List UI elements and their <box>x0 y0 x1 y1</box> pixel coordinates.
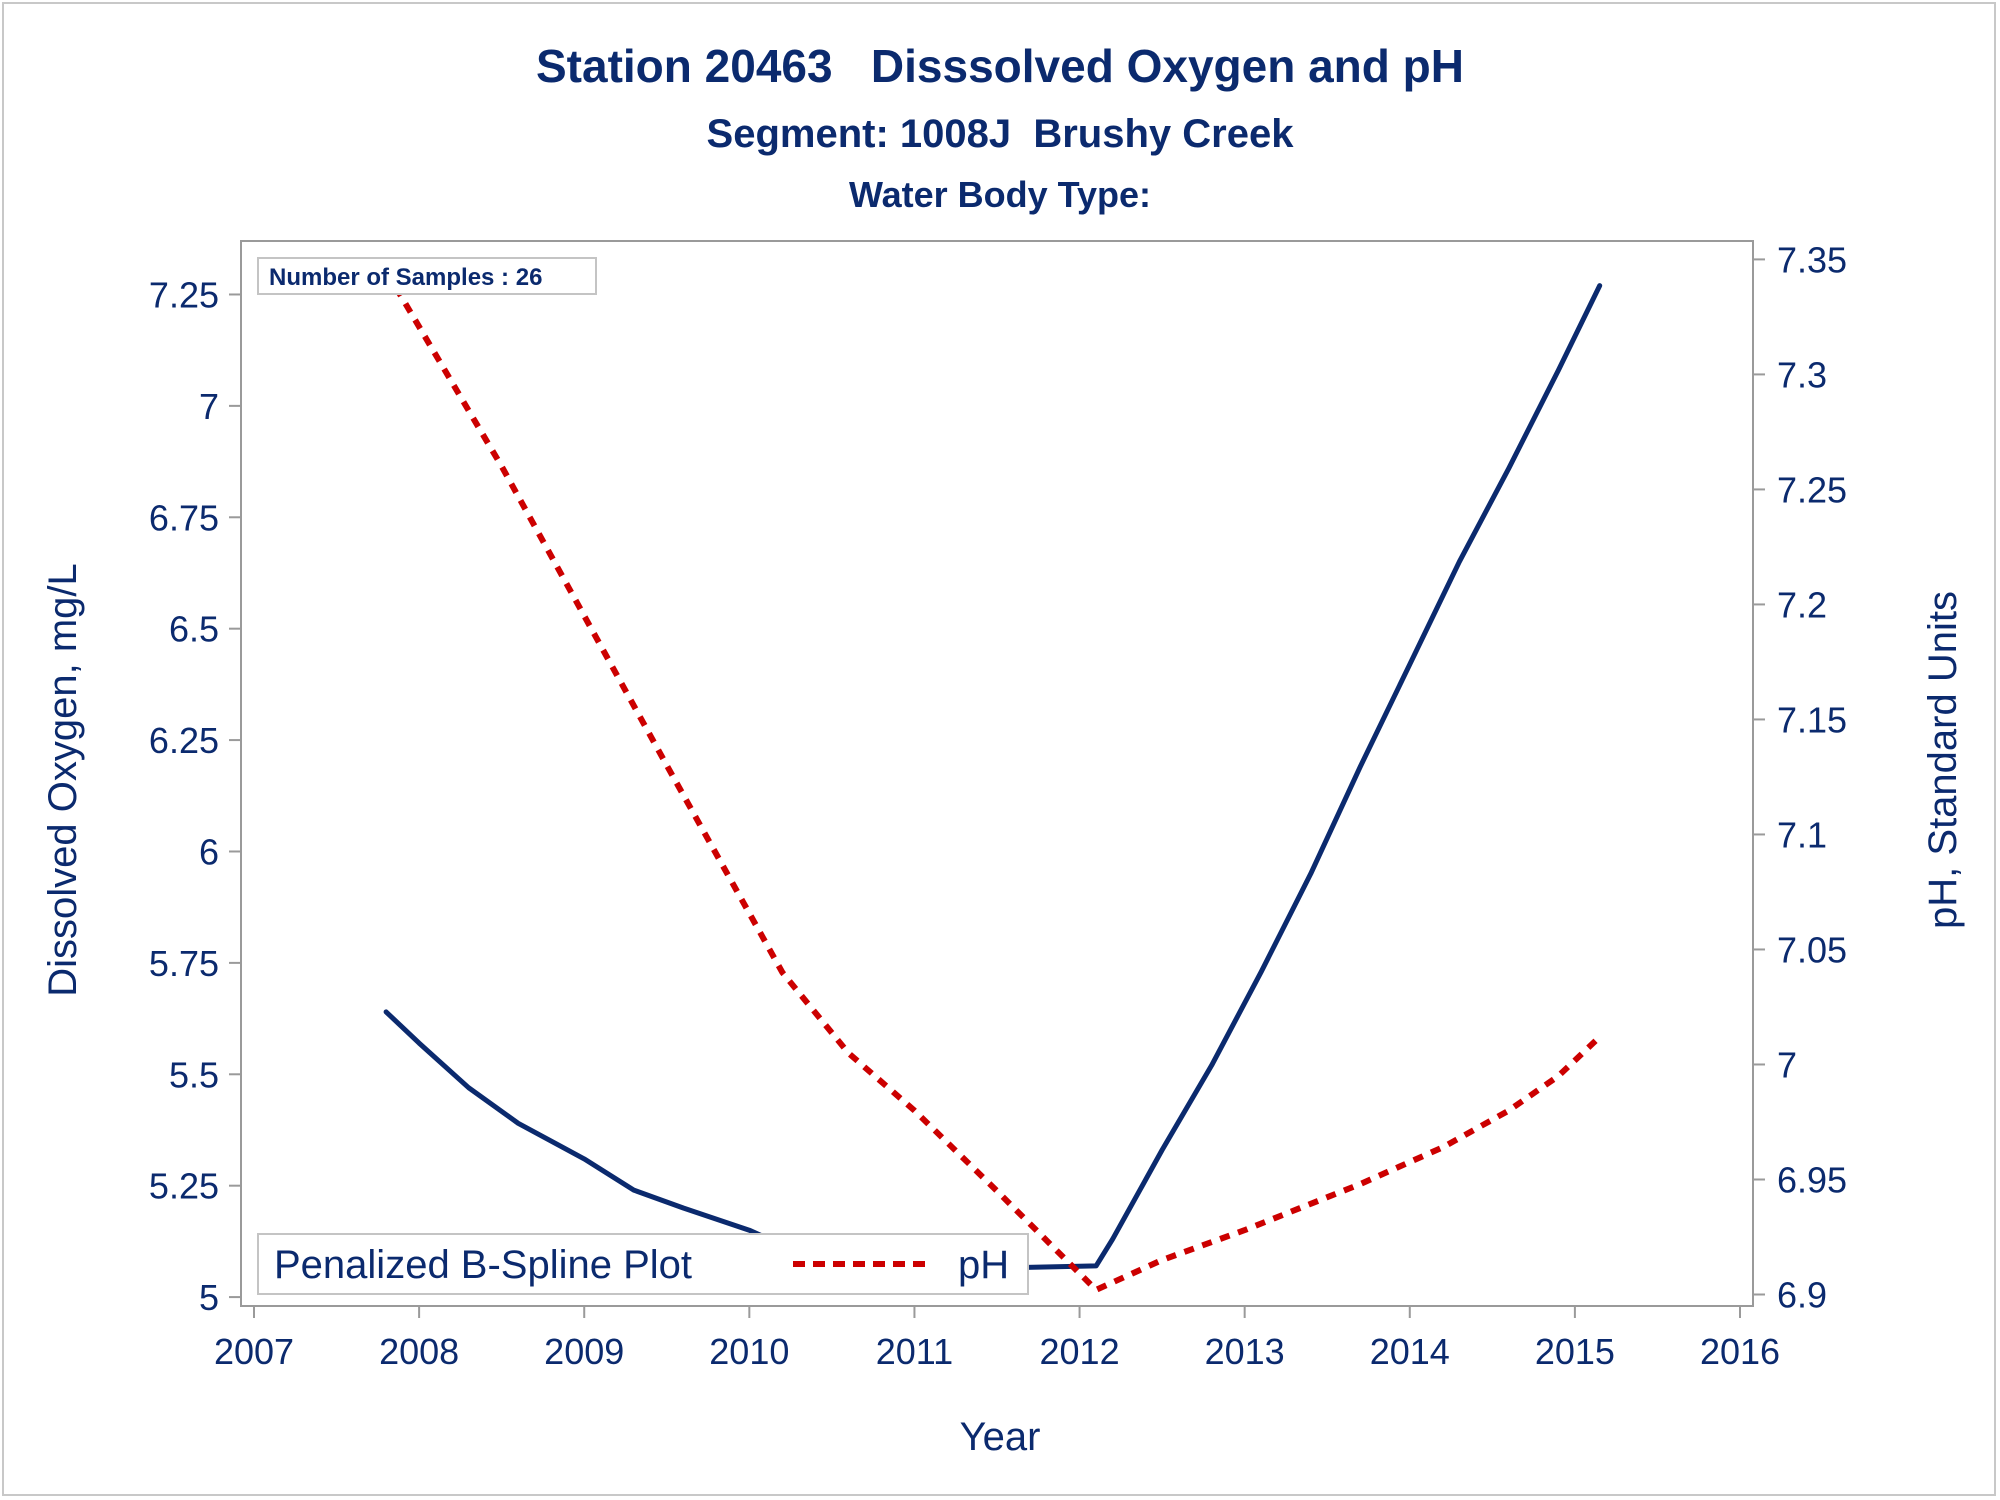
x-tick-label: 2007 <box>214 1331 294 1372</box>
y-tick-label: 5.75 <box>149 943 219 984</box>
y2-axis-label: pH, Standard Units <box>1921 591 1965 929</box>
y-tick-label: 5.5 <box>169 1054 219 1095</box>
series-layer <box>383 269 1603 1293</box>
x-tick-label: 2011 <box>876 1331 953 1372</box>
series-line-ph <box>383 269 1602 1293</box>
y-axis-label: Dissolved Oxygen, mg/L <box>41 563 85 997</box>
y2-tick-label: 6.95 <box>1777 1159 1847 1200</box>
x-axis: 2007 2008 2009 2010 2011 2012 2013 2014 2015 2016 <box>214 1306 1780 1372</box>
chart-title: Station 20463 Disssolved Oxygen and pH <box>536 40 1464 92</box>
legend-title: Penalized B-Spline Plot <box>274 1243 692 1287</box>
y2-tick-label: 7.1 <box>1777 814 1827 855</box>
sample-count-text: Number of Samples : 26 <box>269 264 542 291</box>
plot-area <box>240 240 1754 1307</box>
y-tick-label: 5 <box>199 1277 219 1318</box>
y-axis-left: 5 5.25 5.5 5.75 6 6.25 6.5 6.75 7 7.25 <box>149 274 241 1318</box>
x-tick-label: 2014 <box>1370 1331 1450 1372</box>
y2-tick-label: 7 <box>1777 1044 1797 1085</box>
y-tick-label: 6 <box>199 831 219 872</box>
y-tick-label: 6.25 <box>149 720 219 761</box>
y-tick-label: 7 <box>199 386 219 427</box>
x-tick-label: 2008 <box>379 1331 459 1372</box>
x-tick-label: 2013 <box>1205 1331 1285 1372</box>
y-tick-label: 6.5 <box>169 609 219 650</box>
y2-tick-label: 7.15 <box>1777 699 1847 740</box>
y-tick-label: 7.25 <box>149 274 219 315</box>
y2-tick-label: 7.3 <box>1777 354 1827 395</box>
y2-tick-label: 7.35 <box>1777 239 1847 280</box>
x-tick-label: 2012 <box>1040 1331 1120 1372</box>
y2-tick-label: 7.05 <box>1777 929 1847 970</box>
y-tick-label: 6.75 <box>149 497 219 538</box>
sample-count-annotation: Number of Samples : 26 <box>257 257 597 295</box>
y-tick-label: 5.25 <box>149 1166 219 1207</box>
legend-ph-label: pH <box>958 1243 1009 1287</box>
x-axis-label: Year <box>960 1415 1041 1459</box>
sample-count-box <box>257 257 597 295</box>
chart-subtitle-2: Water Body Type: <box>849 174 1151 215</box>
x-tick-label: 2015 <box>1535 1331 1615 1372</box>
y2-tick-label: 7.2 <box>1777 584 1827 625</box>
y2-tick-label: 7.25 <box>1777 469 1847 510</box>
chart-subtitle: Segment: 1008J Brushy Creek <box>707 112 1295 156</box>
series-line-do <box>383 283 1603 1273</box>
x-tick-label: 2010 <box>709 1331 789 1372</box>
x-tick-label: 2016 <box>1700 1331 1780 1372</box>
y-axis-right: 6.9 6.95 7 7.05 7.1 7.15 7.2 7.25 7.3 7.35 <box>1753 239 1847 1315</box>
legend: Penalized B-Spline Plot pH <box>257 1233 1029 1295</box>
y2-tick-label: 6.9 <box>1777 1274 1827 1315</box>
x-tick-label: 2009 <box>544 1331 624 1372</box>
